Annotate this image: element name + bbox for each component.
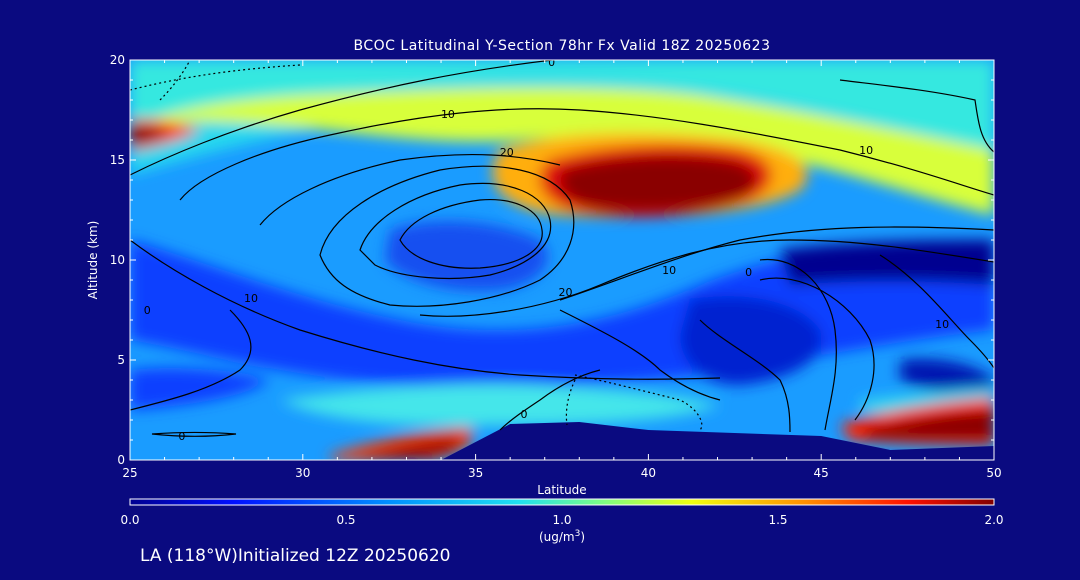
x-tick-label: 25	[122, 466, 137, 480]
y-tick-label: 15	[110, 153, 125, 167]
contour-line	[319, 165, 575, 307]
colorbar-tick-label: 1.5	[768, 513, 787, 527]
footer-location-text: LA (118°W)Initialized 12Z 20250620	[140, 546, 450, 566]
contour-label: 10	[441, 108, 455, 121]
contour-line	[839, 79, 994, 153]
colorbar-tick-label: 0.0	[120, 513, 139, 527]
contour-line	[130, 64, 301, 91]
contour-label: 0	[144, 304, 151, 317]
contour-line	[130, 309, 252, 411]
x-tick-label: 50	[986, 466, 1001, 480]
colorbar-tick-label: 2.0	[984, 513, 1003, 527]
contour-label: 0	[745, 266, 752, 279]
contour-line	[259, 153, 561, 226]
y-tick-label: 10	[110, 253, 125, 267]
colorbar-unit-sup: 3	[575, 529, 581, 539]
y-axis-label: Altitude (km)	[86, 221, 100, 300]
contour-label: 20	[500, 146, 514, 159]
x-axis-label: Latitude	[537, 483, 586, 497]
contour-line	[159, 60, 191, 101]
contour-label: 0	[178, 430, 185, 443]
contour-label: 10	[244, 292, 258, 305]
colorbar-gradient	[129, 498, 995, 506]
colorbar: 0.0 0.5 1.0 1.5 2.0 (ug/m3)	[120, 498, 1004, 544]
contour-line	[699, 319, 791, 433]
contour-label: 20	[558, 286, 572, 299]
colorbar-unit-close: )	[580, 530, 585, 544]
colorbar-ticks: 0.0 0.5 1.0 1.5 2.0	[120, 513, 1003, 527]
contour-label: 10	[935, 318, 949, 331]
x-tick-label: 40	[641, 466, 656, 480]
contour-line	[559, 226, 994, 301]
plot-area: 0 10 20 10 0 20 10 0 10 10 0 0	[130, 56, 994, 460]
contour-line	[130, 60, 558, 176]
colorbar-tick-label: 1.0	[552, 513, 571, 527]
contour-line	[759, 277, 875, 421]
contour-line	[179, 108, 994, 201]
contour-line	[130, 239, 721, 380]
contour-label: 0	[548, 56, 555, 69]
x-tick-label: 45	[814, 466, 829, 480]
x-tick-label: 30	[295, 466, 310, 480]
contour-line	[559, 309, 721, 401]
contour-lines	[130, 60, 994, 437]
contour-line	[359, 182, 552, 279]
colorbar-unit-open: (ug/m	[539, 530, 575, 544]
y-tick-label: 5	[117, 353, 125, 367]
contour-line	[399, 198, 543, 269]
colorbar-tick-label: 0.5	[336, 513, 355, 527]
contour-label: 10	[662, 264, 676, 277]
contour-label: 0	[520, 408, 527, 421]
y-tick-label: 20	[110, 53, 125, 67]
concentration-field	[130, 60, 994, 460]
contour-labels: 0 10 20 10 0 20 10 0 10 10 0 0	[144, 56, 949, 443]
contour-line	[151, 431, 237, 437]
contour-label: 10	[859, 144, 873, 157]
contour-line	[759, 258, 837, 431]
y-axis: 0 5 10 15 20	[110, 53, 994, 467]
chart-title: BCOC Latitudinal Y-Section 78hr Fx Valid…	[354, 38, 771, 54]
y-tick-label: 0	[117, 453, 125, 467]
terrain-profile	[441, 422, 994, 460]
x-tick-label: 35	[468, 466, 483, 480]
contour-line	[499, 369, 601, 431]
colorbar-unit-label: (ug/m3)	[539, 529, 585, 544]
x-axis: 25 30 35 40 45 50	[122, 60, 1002, 480]
